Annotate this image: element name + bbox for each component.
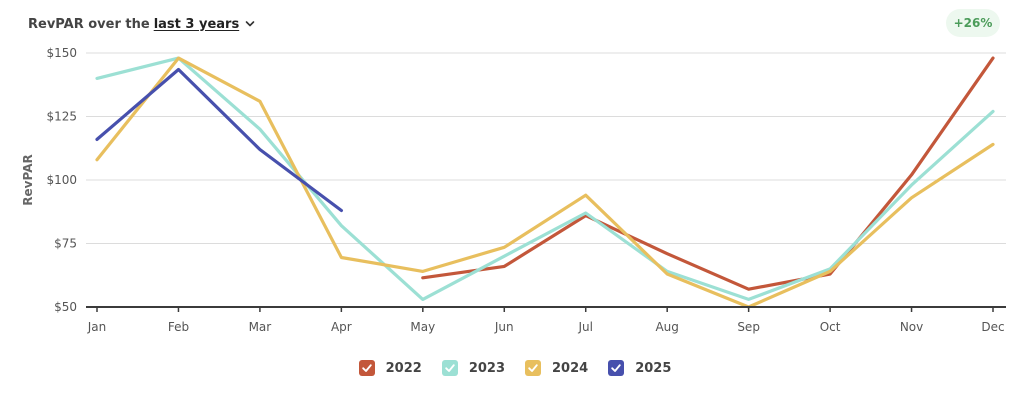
legend-item-2025[interactable]: 2025	[608, 360, 671, 376]
x-tick-label: Mar	[249, 320, 272, 334]
x-tick-label: Oct	[820, 320, 841, 334]
line-chart: $50 $75 $100 $125 $150 Jan Feb Mar Apr May Jun Jul…	[21, 46, 1006, 334]
chart-legend: 2022 2023 2024 2025	[0, 360, 1024, 376]
y-tick-label: $150	[46, 46, 77, 60]
series-line-2025[interactable]	[95, 67, 343, 213]
legend-label: 2022	[385, 360, 422, 376]
x-axis	[86, 306, 1006, 312]
legend-item-2023[interactable]: 2023	[441, 360, 505, 376]
series-line-2022[interactable]	[421, 56, 995, 291]
x-axis-ticks: Jan Feb Mar Apr May Jun Jul Aug Sep Oct Nov Dec	[87, 320, 1005, 334]
y-tick-label: $50	[54, 300, 77, 314]
y-axis-label: RevPAR	[21, 154, 35, 205]
x-tick-label: Jul	[577, 320, 592, 334]
y-tick-label: $100	[46, 173, 77, 187]
series-lines	[95, 56, 995, 309]
x-tick-label: May	[410, 320, 435, 334]
checkmark-icon[interactable]	[441, 360, 458, 376]
time-range-selector[interactable]: last 3 years	[153, 16, 240, 32]
checkmark-icon[interactable]	[358, 360, 375, 376]
checkmark-icon[interactable]	[608, 360, 625, 376]
legend-item-2024[interactable]: 2024	[525, 360, 588, 376]
y-tick-label: $125	[46, 110, 77, 124]
x-tick-label: Aug	[655, 320, 678, 334]
change-badge: +26%	[946, 9, 1000, 37]
x-tick-label: Jan	[87, 320, 107, 334]
x-tick-label: Apr	[331, 320, 352, 334]
x-tick-label: Dec	[981, 320, 1004, 334]
y-tick-label: $75	[54, 237, 77, 251]
checkmark-icon[interactable]	[525, 360, 541, 376]
grid-lines	[86, 52, 1006, 244]
y-axis-ticks: $50 $75 $100 $125 $150	[46, 46, 77, 314]
header-prefix: RevPAR over the	[28, 16, 150, 32]
legend-label: 2023	[468, 360, 505, 376]
x-tick-label: Sep	[737, 320, 760, 334]
chart-header: RevPAR over the last 3 years	[28, 14, 255, 34]
legend-label: 2024	[552, 360, 589, 376]
series-line-2023[interactable]	[95, 56, 995, 301]
x-tick-label: Feb	[168, 320, 189, 334]
legend-item-2022[interactable]: 2022	[358, 360, 422, 376]
series-line-2024[interactable]	[95, 56, 995, 309]
chevron-down-icon[interactable]	[245, 19, 255, 29]
legend-label: 2025	[635, 360, 672, 376]
x-tick-label: Jun	[494, 320, 514, 334]
x-tick-label: Nov	[900, 320, 923, 334]
